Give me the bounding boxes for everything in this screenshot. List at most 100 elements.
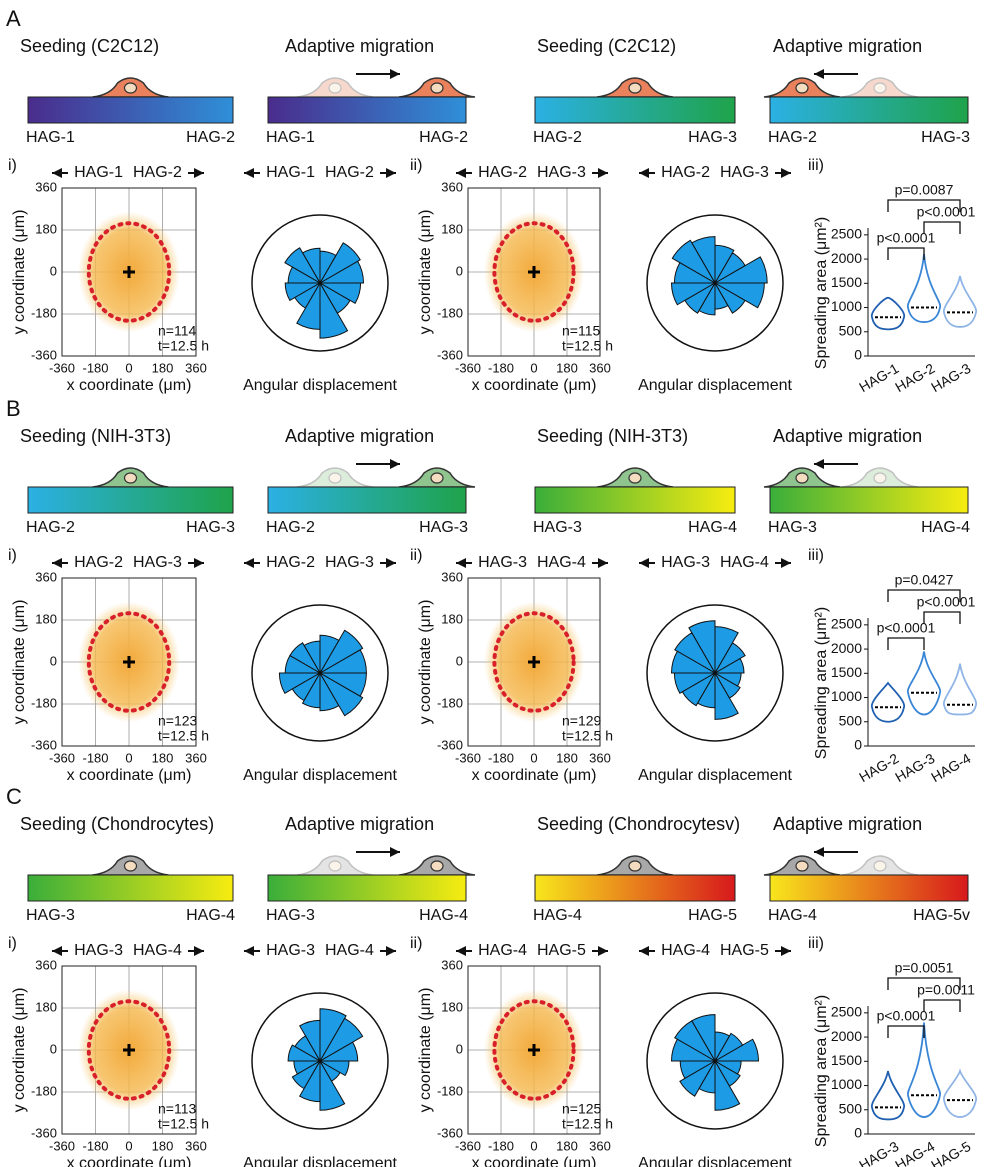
y-tick-label: -360	[437, 737, 463, 752]
y-tick-label: 2500	[831, 1004, 862, 1020]
direction-right: HAG-4	[537, 554, 586, 571]
y-axis-label: y coordinate (μm)	[11, 210, 28, 335]
arrow-head	[244, 558, 254, 568]
x-tick-label: HAG-2	[892, 360, 937, 395]
violin	[944, 1071, 976, 1117]
arrow-head	[814, 847, 824, 857]
arrow-head	[781, 946, 791, 956]
arrow-head	[194, 168, 204, 178]
arrow-head	[194, 946, 204, 956]
direction-left: HAG-2	[74, 554, 123, 571]
cell	[93, 856, 169, 875]
n-label: n=115	[562, 323, 600, 339]
arrow-head	[598, 946, 608, 956]
cell	[399, 856, 475, 875]
cell	[297, 856, 373, 875]
x-tick-label: -360	[455, 1138, 481, 1153]
rose-label: Angular displacement	[243, 1155, 397, 1167]
direction-left: HAG-4	[478, 942, 527, 959]
bar-right-label: HAG-2	[186, 129, 235, 146]
bar-left-label: HAG-3	[26, 907, 75, 924]
panel-label: B	[6, 396, 21, 421]
direction-right: HAG-3	[537, 164, 586, 181]
x-tick-label: 180	[152, 360, 174, 375]
subpanel-tag: ii)	[410, 157, 422, 174]
x-tick-label: HAG-2	[856, 750, 901, 785]
direction-left: HAG-2	[478, 164, 527, 181]
arrow-head	[386, 558, 396, 568]
rose-label: Angular displacement	[243, 767, 397, 784]
y-tick-label: 0	[854, 347, 862, 363]
arrow-head	[814, 69, 824, 79]
p-value: p=0.0427	[895, 572, 954, 588]
gradient-bar	[268, 875, 466, 901]
y-tick-label: 0	[50, 1041, 57, 1056]
x-tick-label: HAG-4	[928, 750, 973, 785]
cell-nucleus	[629, 473, 641, 483]
bar-right-label: HAG-2	[419, 129, 468, 146]
x-tick-label: 360	[185, 360, 207, 375]
subpanel-tag: iii)	[808, 935, 824, 952]
bar-left-label: HAG-3	[266, 907, 315, 924]
y-tick-label: 0	[456, 263, 463, 278]
subpanel-tag: iii)	[808, 547, 824, 564]
y-tick-label: 1500	[831, 1052, 862, 1068]
violin	[908, 254, 940, 322]
y-axis-label: Spreading area (μm²)	[813, 217, 830, 369]
bar-left-label: HAG-1	[266, 129, 315, 146]
x-tick-label: -180	[82, 360, 108, 375]
bar-right-label: HAG-3	[419, 519, 468, 536]
bar-right-label: HAG-4	[186, 907, 235, 924]
bar-right-label: HAG-3	[186, 519, 235, 536]
n-label: n=114	[158, 323, 196, 339]
time-label: t=12.5 h	[562, 338, 613, 354]
violin	[872, 683, 904, 722]
direction-left: HAG-3	[74, 942, 123, 959]
direction-right: HAG-5	[537, 942, 586, 959]
arrow-head	[456, 558, 466, 568]
direction-left: HAG-3	[478, 554, 527, 571]
panel-label: A	[6, 6, 21, 31]
x-tick-label: 0	[530, 750, 537, 765]
x-tick-label: -360	[455, 750, 481, 765]
y-tick-label: 360	[35, 569, 57, 584]
y-tick-label: 0	[854, 737, 862, 753]
arrow-head	[456, 946, 466, 956]
y-tick-label: 360	[441, 569, 463, 584]
cell-nucleus	[431, 83, 443, 93]
schematic-title: Adaptive migration	[285, 426, 434, 446]
x-tick-label: 360	[589, 360, 611, 375]
y-axis-label: y coordinate (μm)	[11, 988, 28, 1113]
arrow-head	[390, 847, 400, 857]
direction-right: HAG-3	[133, 554, 182, 571]
cell-nucleus	[125, 83, 137, 93]
y-tick-label: 360	[35, 179, 57, 194]
cell	[597, 78, 673, 97]
y-tick-label: 2500	[831, 616, 862, 632]
y-tick-label: -360	[31, 347, 57, 362]
cell-nucleus	[796, 861, 808, 871]
direction-left: HAG-4	[661, 942, 710, 959]
y-tick-label: 1000	[831, 298, 862, 314]
y-axis-label: y coordinate (μm)	[417, 988, 434, 1113]
x-tick-label: 0	[530, 360, 537, 375]
gradient-bar	[770, 875, 968, 901]
direction-right: HAG-4	[325, 942, 374, 959]
p-value: p=0.0051	[895, 960, 954, 976]
significance-bracket	[888, 248, 924, 260]
cell	[93, 78, 169, 97]
y-axis-label: y coordinate (μm)	[417, 210, 434, 335]
arrow-head	[390, 69, 400, 79]
violin	[908, 652, 940, 715]
arrow-head	[244, 946, 254, 956]
y-axis-label: Spreading area (μm²)	[813, 607, 830, 759]
y-tick-label: 180	[35, 999, 57, 1014]
arrow-head	[456, 168, 466, 178]
y-tick-label: 360	[441, 957, 463, 972]
n-label: n=129	[562, 713, 602, 729]
y-tick-label: -180	[437, 305, 463, 320]
y-tick-label: -180	[31, 1083, 57, 1098]
cell-nucleus	[629, 861, 641, 871]
x-axis-label: x coordinate (μm)	[67, 377, 192, 394]
x-tick-label: 360	[185, 750, 207, 765]
